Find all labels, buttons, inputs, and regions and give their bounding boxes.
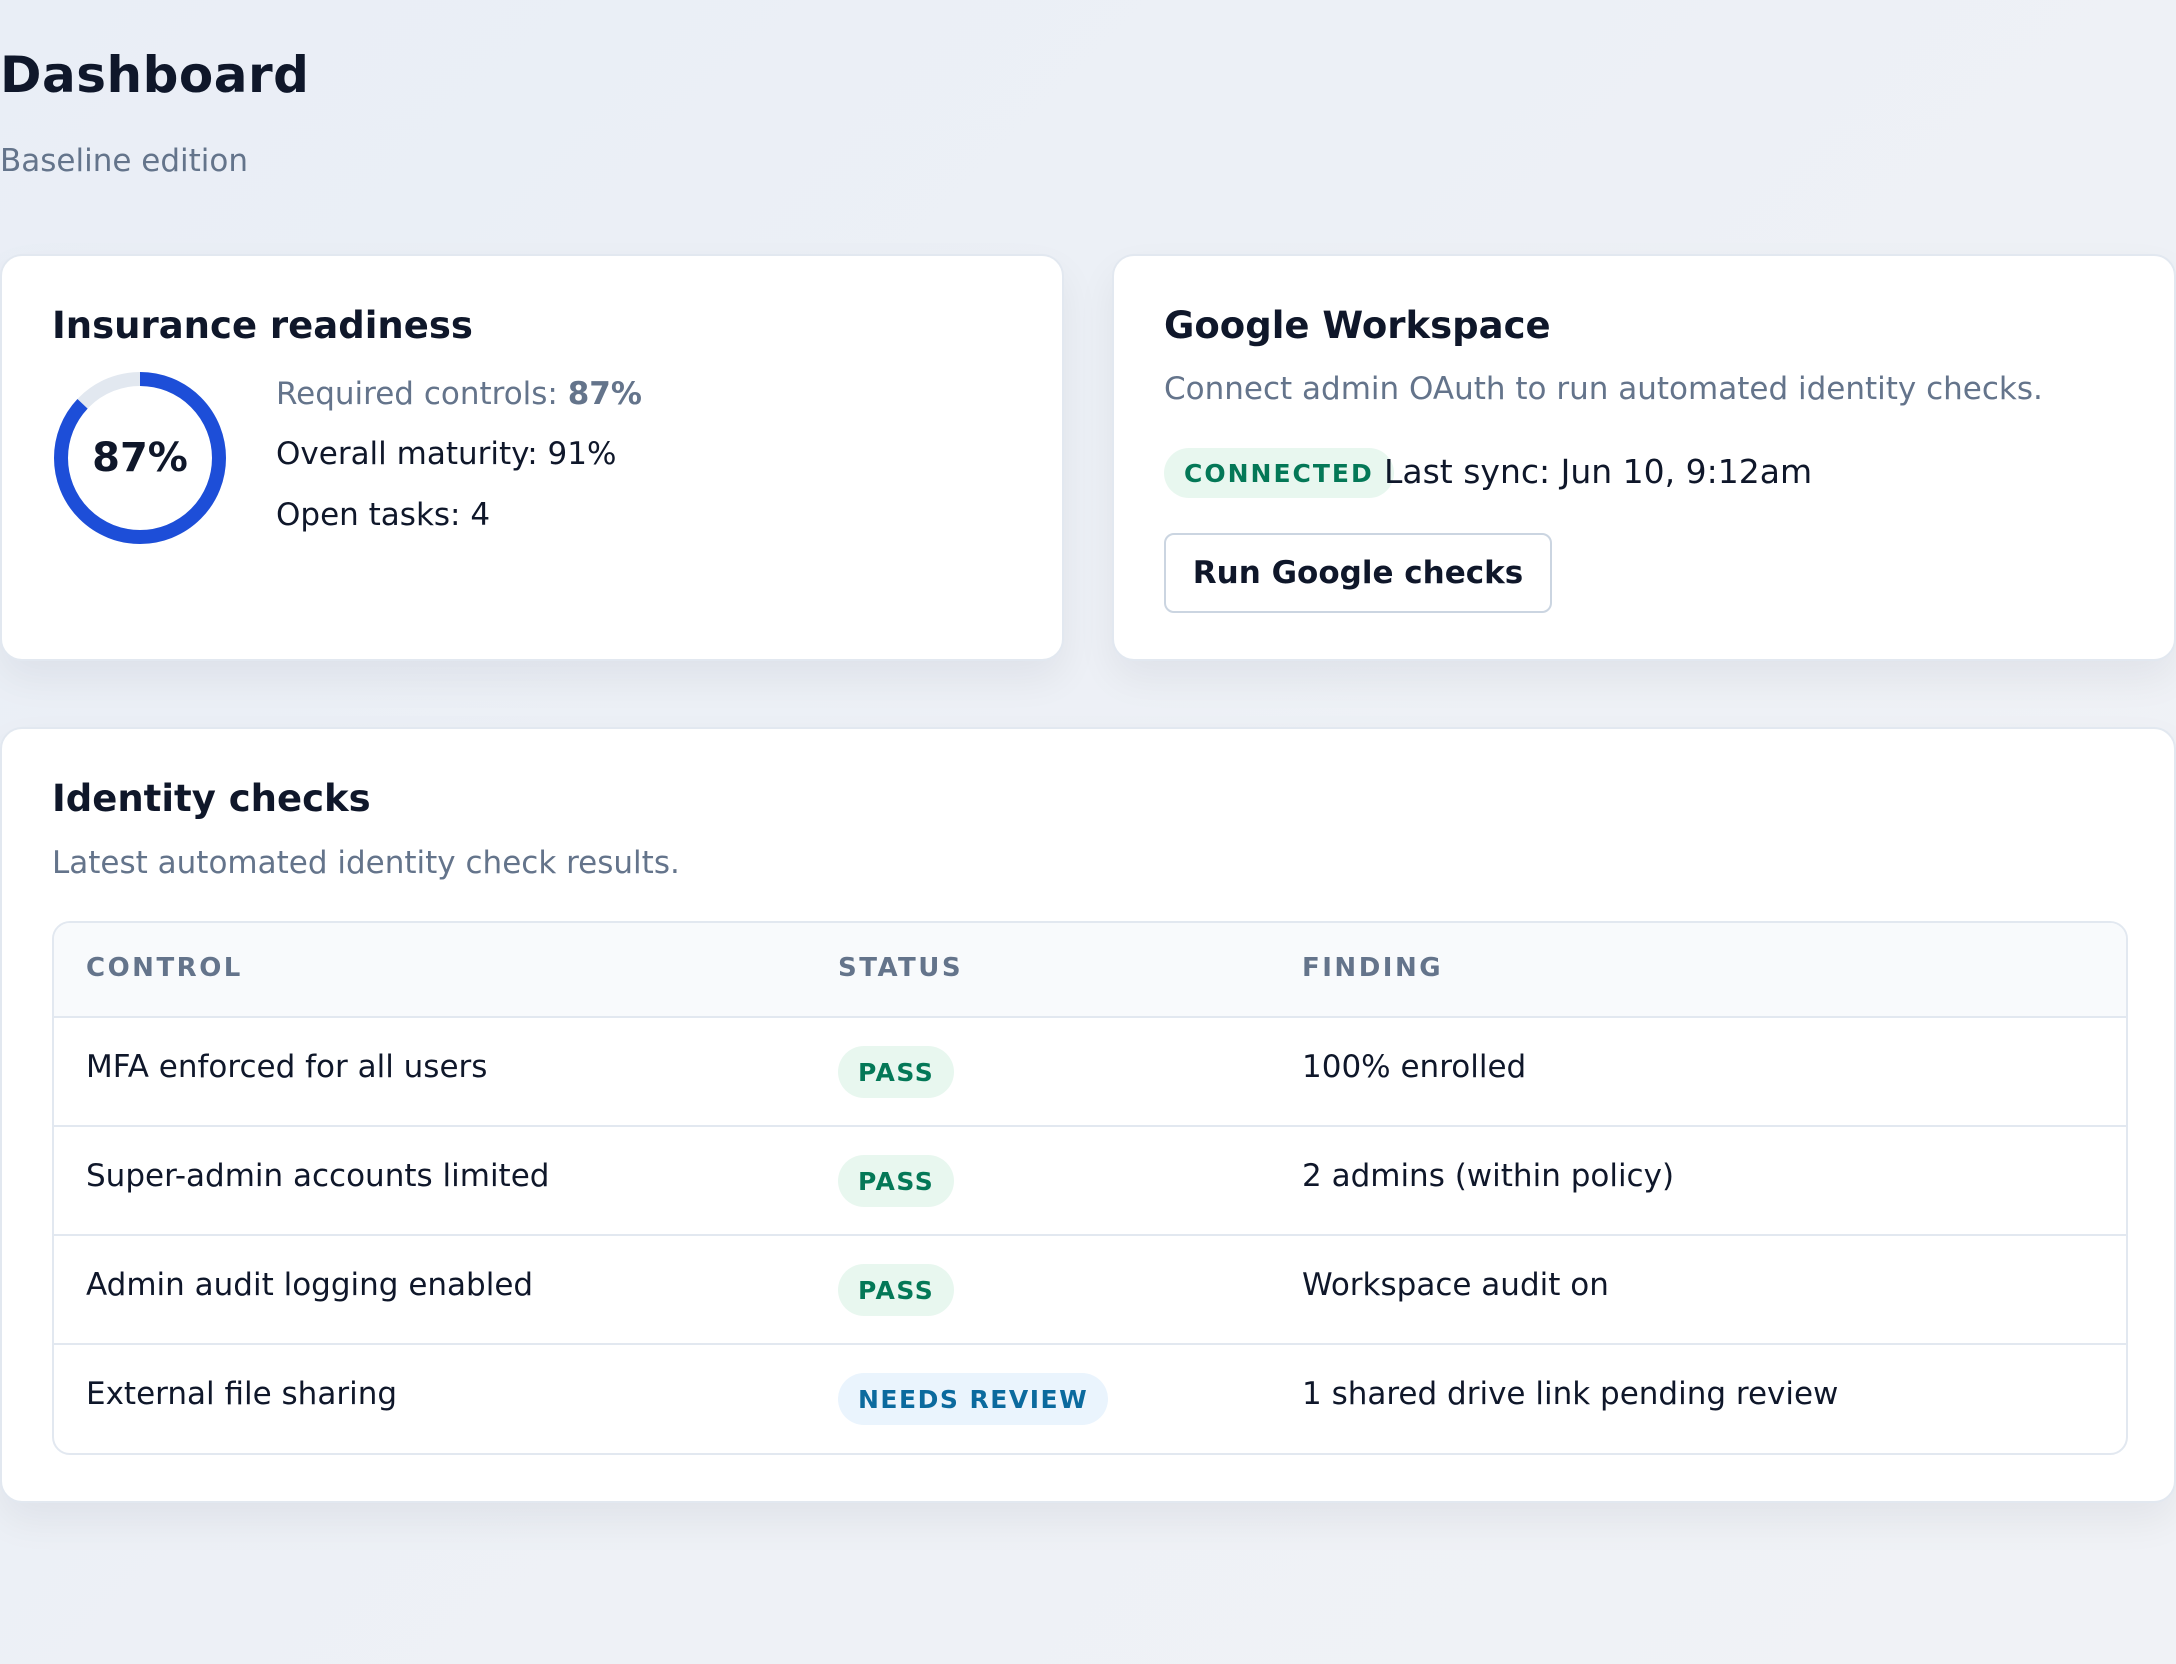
open-tasks-stat: Open tasks: 4 <box>276 497 491 533</box>
table-row: MFA enforced for all users PASS 100% enr… <box>54 1018 2126 1127</box>
last-sync-text: Last sync: Jun 10, 9:12am <box>1384 452 1813 491</box>
identity-checks-title: Identity checks <box>52 777 371 820</box>
column-header-finding: FINDING <box>1302 953 1444 983</box>
finding-cell: 2 admins (within policy) <box>1302 1158 1675 1194</box>
status-badge: PASS <box>838 1046 955 1098</box>
identity-checks-card: Identity checks Latest automated identit… <box>0 727 2176 1503</box>
column-header-control: CONTROL <box>86 953 243 983</box>
page-title: Dashboard <box>0 46 310 104</box>
identity-checks-description: Latest automated identity check results. <box>52 845 680 881</box>
table-row: External file sharing NEEDS REVIEW 1 sha… <box>54 1345 2126 1453</box>
overall-maturity-stat: Overall maturity: 91% <box>276 436 617 472</box>
status-badge: PASS <box>838 1264 955 1316</box>
table-row: Super-admin accounts limited PASS 2 admi… <box>54 1127 2126 1236</box>
required-controls-label: Required controls: <box>276 376 568 412</box>
connection-status-badge: CONNECTED <box>1164 448 1394 498</box>
ring-progress-arc <box>54 372 226 544</box>
control-cell: Super-admin accounts limited <box>86 1158 550 1194</box>
table-row: Admin audit logging enabled PASS Workspa… <box>54 1236 2126 1345</box>
readiness-progress-ring: 87% <box>52 370 228 546</box>
control-cell: MFA enforced for all users <box>86 1049 488 1085</box>
insurance-readiness-title: Insurance readiness <box>52 304 473 347</box>
ring-percent-label: 87% <box>92 435 188 481</box>
google-workspace-card: Google Workspace Connect admin OAuth to … <box>1112 254 2176 661</box>
control-cell: External file sharing <box>86 1376 398 1412</box>
column-header-status: STATUS <box>838 953 964 983</box>
identity-checks-table: CONTROL STATUS FINDING MFA enforced for … <box>52 921 2128 1455</box>
required-controls-stat: Required controls: 87% <box>276 376 642 412</box>
status-badge: NEEDS REVIEW <box>838 1373 1109 1425</box>
google-workspace-description: Connect admin OAuth to run automated ide… <box>1164 371 2043 407</box>
insurance-readiness-card: Insurance readiness 87% Required control… <box>0 254 1064 661</box>
finding-cell: 1 shared drive link pending review <box>1302 1376 1839 1412</box>
status-badge: PASS <box>838 1155 955 1207</box>
page-subtitle: Baseline edition <box>0 143 249 179</box>
required-controls-value: 87% <box>567 376 642 412</box>
google-workspace-title: Google Workspace <box>1164 304 1551 347</box>
finding-cell: Workspace audit on <box>1302 1267 1609 1303</box>
table-header: CONTROL STATUS FINDING <box>54 923 2126 1018</box>
control-cell: Admin audit logging enabled <box>86 1267 534 1303</box>
finding-cell: 100% enrolled <box>1302 1049 1527 1085</box>
run-google-checks-button[interactable]: Run Google checks <box>1164 533 1552 613</box>
